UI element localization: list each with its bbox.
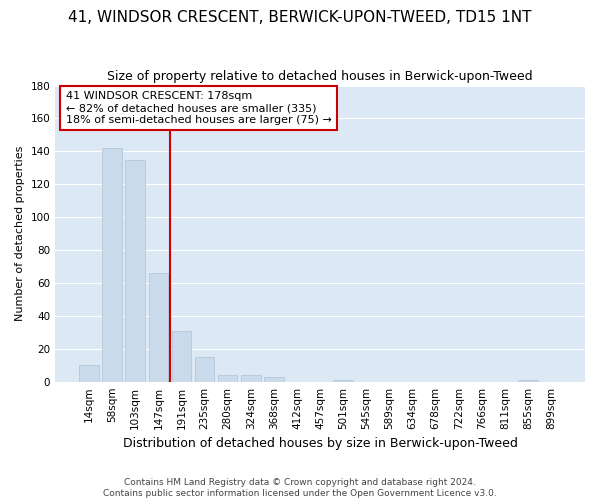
Bar [264, 376, 284, 382]
Bar [195, 357, 214, 382]
Bar [125, 160, 145, 382]
Y-axis label: Number of detached properties: Number of detached properties [15, 146, 25, 322]
Bar [149, 273, 168, 382]
Title: Size of property relative to detached houses in Berwick-upon-Tweed: Size of property relative to detached ho… [107, 70, 533, 83]
X-axis label: Distribution of detached houses by size in Berwick-upon-Tweed: Distribution of detached houses by size … [122, 437, 518, 450]
Text: Contains HM Land Registry data © Crown copyright and database right 2024.
Contai: Contains HM Land Registry data © Crown c… [103, 478, 497, 498]
Bar [518, 380, 538, 382]
Bar [218, 375, 238, 382]
Bar [103, 148, 122, 382]
Text: 41, WINDSOR CRESCENT, BERWICK-UPON-TWEED, TD15 1NT: 41, WINDSOR CRESCENT, BERWICK-UPON-TWEED… [68, 10, 532, 25]
Bar [334, 380, 353, 382]
Bar [172, 330, 191, 382]
Text: 41 WINDSOR CRESCENT: 178sqm
← 82% of detached houses are smaller (335)
18% of se: 41 WINDSOR CRESCENT: 178sqm ← 82% of det… [66, 92, 332, 124]
Bar [241, 375, 260, 382]
Bar [79, 365, 99, 382]
